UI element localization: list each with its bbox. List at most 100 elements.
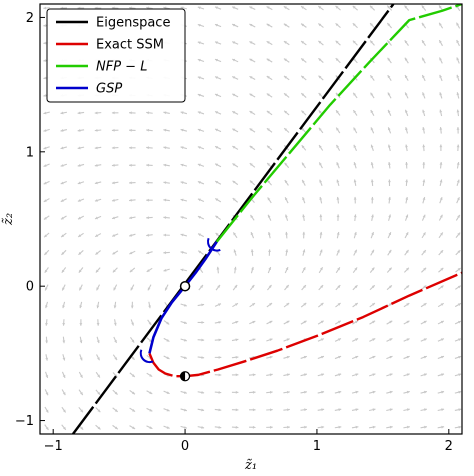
field-arrow: [335, 5, 341, 11]
field-arrow: [95, 371, 101, 378]
field-arrow: [319, 249, 323, 256]
field-arrow: [112, 354, 118, 361]
field-arrow: [283, 127, 290, 133]
field-arrow: [163, 251, 170, 255]
field-arrow: [94, 215, 102, 220]
gsp-end-cap: [207, 237, 221, 252]
field-arrow: [352, 92, 358, 99]
field-arrow: [318, 40, 324, 46]
field-arrow: [285, 231, 288, 239]
field-arrow: [404, 74, 409, 82]
field-arrow: [334, 338, 342, 342]
field-arrow: [197, 408, 205, 412]
field-arrow: [386, 408, 393, 412]
field-arrow: [214, 390, 222, 394]
field-arrow: [370, 179, 374, 187]
tick-layer: −1 0 1 2 −1 0 1 2: [15, 11, 453, 454]
field-arrow: [94, 163, 102, 167]
field-arrow: [370, 144, 374, 152]
field-arrow: [422, 109, 426, 117]
field-arrow: [249, 425, 256, 429]
field-arrow: [317, 355, 325, 360]
field-arrow: [214, 163, 222, 168]
field-arrow: [95, 407, 101, 413]
field-arrow: [456, 161, 460, 169]
field-arrow: [284, 197, 289, 204]
field-arrow: [129, 163, 136, 167]
field-arrow: [351, 390, 359, 394]
field-arrow: [351, 355, 359, 360]
field-arrow: [129, 181, 136, 185]
field-arrow: [112, 372, 118, 378]
field-arrow: [94, 128, 102, 132]
field-arrow: [130, 284, 135, 291]
field-arrow: [283, 40, 290, 46]
field-arrow: [369, 74, 375, 81]
field-arrow: [421, 57, 426, 64]
field-arrow: [437, 320, 445, 325]
field-arrow: [302, 196, 306, 204]
field-arrow: [351, 425, 359, 429]
half-filled-marker: [179, 371, 191, 382]
field-arrow: [456, 197, 460, 204]
field-arrow: [112, 267, 118, 273]
legend-entry-eigenspace: Eigenspace: [56, 16, 170, 31]
field-arrow: [231, 23, 239, 28]
field-arrow: [197, 76, 205, 80]
field-arrow: [96, 319, 100, 326]
field-arrow: [387, 74, 392, 81]
field-arrow: [113, 284, 118, 291]
series-line-nfp-l: [215, 4, 462, 243]
field-arrow: [283, 338, 290, 342]
field-arrow: [232, 284, 238, 291]
field-arrow: [386, 355, 393, 360]
field-arrow: [249, 284, 255, 291]
field-arrow: [232, 302, 239, 308]
legend-label-gsp: GSP: [96, 82, 122, 97]
field-arrow: [266, 5, 273, 11]
field-arrow: [420, 302, 427, 308]
field-arrow: [455, 22, 461, 29]
field-arrow: [318, 302, 324, 308]
field-arrow: [130, 319, 134, 326]
field-arrow: [62, 354, 66, 361]
field-arrow: [78, 250, 84, 256]
field-arrow: [334, 408, 342, 412]
field-arrow: [180, 251, 188, 254]
field-arrow: [369, 408, 376, 412]
field-arrow: [111, 163, 119, 167]
field-arrow: [388, 196, 391, 204]
field-arrow: [422, 144, 426, 152]
field-arrow: [111, 198, 119, 202]
field-arrow: [61, 284, 66, 291]
field-arrow: [456, 144, 460, 152]
field-arrow: [318, 144, 324, 151]
field-arrow: [267, 214, 272, 221]
field-arrow: [111, 146, 119, 150]
field-arrow: [437, 408, 445, 412]
field-arrow: [216, 266, 220, 274]
field-arrow: [370, 231, 375, 239]
field-arrow: [369, 5, 376, 11]
field-arrow: [352, 284, 358, 291]
field-arrow: [318, 284, 324, 291]
field-arrow: [456, 92, 460, 99]
field-arrow: [146, 216, 153, 220]
field-arrow: [387, 109, 392, 117]
field-arrow: [439, 161, 443, 169]
field-arrow: [232, 163, 239, 168]
field-arrow: [404, 57, 409, 64]
field-arrow: [61, 406, 67, 413]
field-arrow: [214, 425, 222, 429]
field-arrow: [420, 355, 427, 360]
field-arrow: [403, 302, 410, 308]
field-arrow: [249, 6, 256, 10]
field-arrow: [147, 284, 152, 291]
legend-box: [46, 8, 186, 103]
field-arrow: [301, 179, 306, 186]
legend-entry-gsp: GSP: [56, 82, 122, 97]
field-arrow: [301, 110, 307, 116]
field-arrow: [197, 180, 205, 185]
field-arrow: [266, 408, 273, 412]
field-arrow: [249, 373, 256, 377]
